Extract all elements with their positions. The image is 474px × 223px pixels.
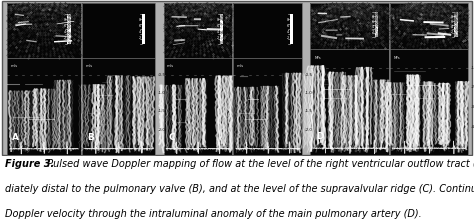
Text: -1.5: -1.5 [158,109,166,114]
Text: -1: -1 [471,66,474,70]
Bar [390,3,468,49]
Text: -2.0: -2.0 [158,128,166,132]
Bar [220,14,223,44]
Bar [142,14,146,44]
Bar [82,3,155,58]
Text: B: B [87,133,94,142]
Text: 6: 6 [371,20,374,24]
Bar [164,3,232,58]
Text: M/s: M/s [394,56,401,60]
Text: C: C [168,133,175,142]
Text: 4: 4 [217,30,219,34]
Text: -1.0: -1.0 [158,91,166,95]
Text: -2.0: -2.0 [305,128,313,132]
Text: 2: 2 [287,36,289,40]
Text: 6: 6 [217,24,219,28]
Bar [7,3,81,155]
Text: 4: 4 [451,25,453,29]
Text: 8: 8 [451,15,453,19]
Text: -4: -4 [471,125,474,129]
Text: 6: 6 [139,24,141,28]
Text: -1.5: -1.5 [305,109,313,114]
Text: -0.5: -0.5 [305,73,313,77]
Text: 6: 6 [451,20,453,24]
Text: A: A [12,133,19,142]
Text: 2: 2 [217,36,219,40]
Text: 4: 4 [287,30,289,34]
Bar [390,3,468,155]
Bar [374,12,378,37]
Bar [390,49,468,155]
Bar [310,3,389,155]
Text: 6: 6 [287,24,289,28]
Bar [233,3,302,155]
Bar [164,58,232,155]
Text: 4: 4 [139,30,141,34]
Text: 2: 2 [371,30,374,34]
Text: 8: 8 [64,18,66,22]
Text: -2: -2 [471,85,474,89]
Text: 8: 8 [139,18,141,22]
Bar [310,49,389,155]
Text: m/s: m/s [11,64,18,68]
Bar [233,3,302,58]
Text: 6: 6 [64,24,66,28]
Bar [233,58,302,155]
Text: 2: 2 [451,30,453,34]
Text: m/s: m/s [237,64,244,68]
Bar [7,58,81,155]
Bar [67,14,71,44]
Text: 8: 8 [217,18,219,22]
Text: 4: 4 [64,30,66,34]
Text: -3: -3 [471,105,474,109]
Bar [7,3,81,58]
Text: 8: 8 [287,18,289,22]
Text: m/s: m/s [167,64,174,68]
Text: Figure 3.: Figure 3. [5,159,54,169]
Text: -1.0: -1.0 [305,91,313,95]
Text: 4: 4 [371,25,374,29]
Text: 8: 8 [371,15,374,19]
Text: M/s: M/s [314,56,321,60]
Text: m/s: m/s [85,64,92,68]
Bar [164,3,232,155]
Bar [454,12,457,37]
Text: 2: 2 [139,36,141,40]
Bar [310,3,389,49]
Text: diately distal to the pulmonary valve (B), and at the level of the supravalvular: diately distal to the pulmonary valve (B… [5,184,474,194]
Text: Pulsed wave Doppler mapping of flow at the level of the right ventricular outflo: Pulsed wave Doppler mapping of flow at t… [41,159,474,169]
Text: D: D [316,132,323,141]
Bar [82,3,155,155]
Text: Doppler velocity through the intraluminal anomaly of the main pulmonary artery (: Doppler velocity through the intralumina… [5,209,421,219]
Bar [290,14,293,44]
Text: -0.5: -0.5 [158,73,166,77]
Bar [82,58,155,155]
Text: 2: 2 [64,36,66,40]
